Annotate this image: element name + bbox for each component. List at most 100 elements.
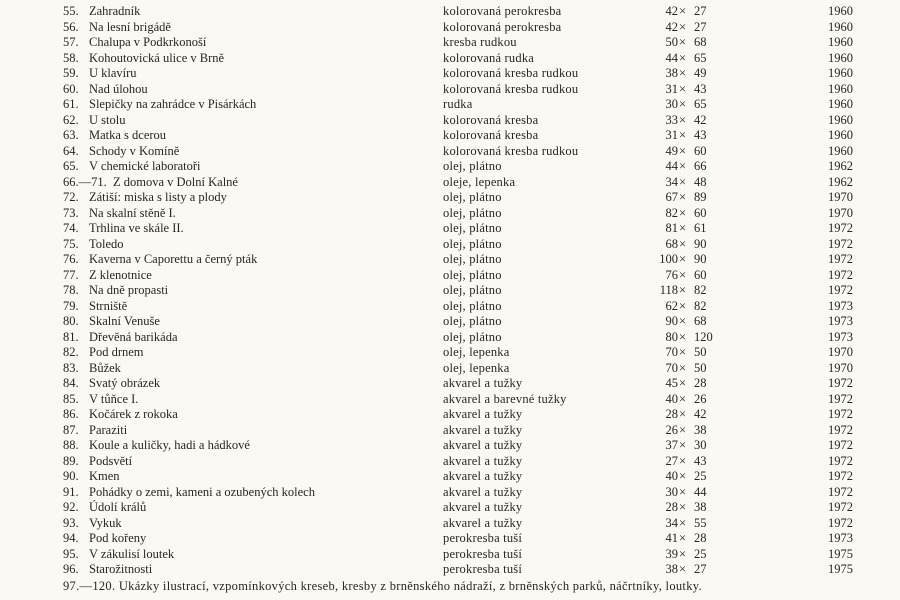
item-medium: akvarel a tužky	[443, 407, 523, 421]
item-year: 1960	[828, 112, 853, 127]
dimension-sign: ×	[679, 128, 687, 142]
item-number: 61.	[63, 97, 79, 111]
item-medium: kolorovaná kresba rudkou	[443, 143, 579, 158]
item-medium: olej, plátno	[443, 298, 502, 313]
item-medium: kolorovaná kresba rudkou	[443, 66, 579, 80]
item-title: Z klenotnice	[89, 267, 152, 282]
dimension-sign: ×	[679, 391, 687, 406]
item-year: 1973	[828, 531, 853, 545]
dimension-sign: ×	[679, 4, 687, 18]
item-year: 1972	[828, 252, 853, 266]
item-height: 28	[694, 531, 707, 545]
item-medium: olej, plátno	[443, 236, 502, 251]
item-medium: akvarel a tužky	[443, 438, 523, 452]
dimension-sign: ×	[679, 283, 687, 297]
dimension-sign: ×	[679, 376, 687, 390]
item-height: 27	[694, 4, 707, 18]
item-year: 1972	[828, 391, 853, 406]
item-number: 87.	[63, 422, 79, 437]
item-year: 1972	[828, 500, 853, 514]
item-title: Chalupa v Podkrkonoší	[89, 35, 207, 49]
item-title: V chemické laboratoři	[89, 159, 201, 173]
item-width: 34	[665, 515, 679, 530]
item-title: Strniště	[89, 298, 128, 313]
dimension-sign: ×	[679, 469, 687, 483]
dimension-sign: ×	[679, 66, 687, 80]
item-width: 31	[665, 128, 679, 142]
item-number: 66.—71.	[63, 174, 107, 189]
item-height: 28	[694, 376, 707, 390]
dimension-sign: ×	[679, 81, 687, 96]
item-medium: olej, plátno	[443, 252, 502, 266]
item-medium: olej, plátno	[443, 329, 502, 344]
item-title: Zátiší: miska s listy a plody	[89, 190, 227, 204]
item-medium: perokresba tuší	[443, 562, 523, 576]
item-height: 27	[694, 19, 707, 34]
item-title: Kohoutovická ulice v Brně	[89, 50, 225, 65]
item-width: 76	[665, 267, 679, 282]
item-number: 56.	[63, 19, 79, 34]
item-year: 1960	[828, 97, 853, 111]
item-title: Toledo	[89, 236, 124, 251]
item-title: Nad úlohou	[89, 81, 148, 96]
item-year: 1960	[828, 81, 853, 96]
item-title: U klavíru	[89, 66, 137, 80]
item-width: 28	[665, 407, 679, 421]
item-height: 27	[694, 562, 707, 576]
item-height: 43	[694, 128, 707, 142]
item-medium: kolorovaná kresba	[443, 112, 539, 127]
dimension-sign: ×	[679, 484, 687, 499]
item-number: 80.	[63, 314, 79, 328]
item-width: 118	[659, 283, 678, 297]
item-height: 82	[694, 298, 707, 313]
item-title: Pod kořeny	[89, 531, 147, 545]
item-height: 65	[694, 97, 707, 111]
item-width: 81	[665, 221, 679, 235]
item-title: Kočárek z rokoka	[89, 407, 178, 421]
item-medium: perokresba tuší	[443, 546, 523, 561]
item-number: 83.	[63, 360, 79, 375]
item-number: 88.	[63, 438, 79, 452]
item-medium: akvarel a barevné tužky	[443, 391, 567, 406]
item-height: 66	[694, 159, 707, 173]
item-year: 1972	[828, 283, 853, 297]
item-height: 50	[694, 345, 707, 359]
item-height: 25	[694, 469, 707, 483]
dimension-sign: ×	[679, 221, 687, 235]
item-year: 1960	[828, 19, 853, 34]
item-height: 42	[694, 112, 707, 127]
item-medium: akvarel a tužky	[443, 469, 523, 483]
item-width: 82	[665, 205, 679, 220]
item-title: U stolu	[89, 112, 126, 127]
item-title: Svatý obrázek	[89, 376, 161, 390]
item-title: Na skalní stěně I.	[89, 205, 176, 220]
footer-note: 97.—120. Ukázky ilustrací, vzpomínkových…	[63, 579, 702, 593]
item-year: 1960	[828, 143, 853, 158]
item-year: 1970	[828, 205, 853, 220]
dimension-sign: ×	[679, 143, 687, 158]
item-medium: akvarel a tužky	[443, 453, 523, 468]
item-medium: olej, plátno	[443, 159, 502, 173]
item-year: 1970	[828, 360, 853, 375]
dimension-sign: ×	[679, 190, 687, 204]
item-medium: kolorovaná perokresba	[443, 19, 562, 34]
item-title: Dřevěná barikáda	[89, 329, 178, 344]
item-height: 25	[694, 546, 707, 561]
dimension-sign: ×	[679, 345, 687, 359]
dimension-sign: ×	[679, 422, 687, 437]
item-title: Matka s dcerou	[89, 128, 167, 142]
dimension-sign: ×	[679, 329, 687, 344]
item-height: 42	[694, 407, 707, 421]
item-year: 1972	[828, 438, 853, 452]
item-year: 1962	[828, 159, 853, 173]
dimension-sign: ×	[679, 298, 687, 313]
item-medium: akvarel a tužky	[443, 484, 523, 499]
item-title: Zahradník	[89, 4, 141, 18]
item-medium: akvarel a tužky	[443, 422, 523, 437]
item-height: 60	[694, 267, 707, 282]
item-height: 65	[694, 50, 707, 65]
item-number: 63.	[63, 128, 79, 142]
dimension-sign: ×	[679, 360, 687, 375]
item-width: 100	[659, 252, 678, 266]
